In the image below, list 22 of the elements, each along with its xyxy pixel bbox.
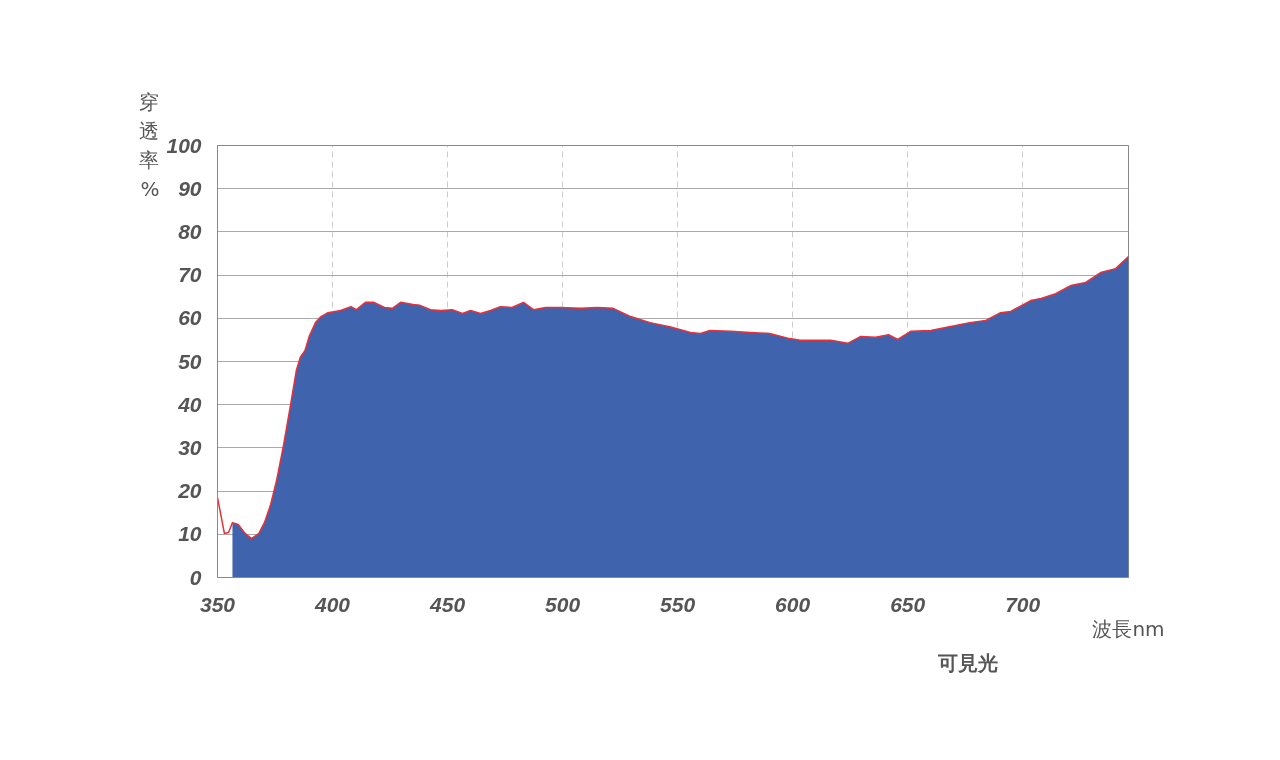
y-tick-label: 100 bbox=[166, 133, 202, 157]
y-tick-label: 90 bbox=[178, 176, 202, 200]
x-tick-label: 350 bbox=[199, 592, 236, 616]
x-tick-label: 700 bbox=[1005, 592, 1041, 616]
y-tick-label: 80 bbox=[178, 219, 202, 243]
y-tick-label: 20 bbox=[177, 479, 202, 503]
x-axis-title: 波長nm bbox=[1092, 616, 1165, 641]
text: 可見光 bbox=[936, 650, 998, 675]
y-tick-label: 60 bbox=[178, 306, 202, 330]
x-tick-label: 600 bbox=[775, 592, 811, 616]
y-tick-label: 70 bbox=[178, 263, 202, 287]
y-tick-label: 50 bbox=[178, 349, 202, 373]
y-tick-label: 0 bbox=[189, 565, 202, 589]
x-tick-label: 650 bbox=[890, 592, 926, 616]
y-tick-label: 30 bbox=[178, 435, 202, 459]
y-tick-label: 10 bbox=[178, 522, 202, 546]
x-tick-label: 450 bbox=[429, 592, 466, 616]
y-tick-label: 40 bbox=[177, 392, 202, 416]
x-tick-label: 550 bbox=[660, 592, 696, 616]
y-axis-title: 穿透率% bbox=[139, 90, 160, 201]
x-tick-label: 500 bbox=[545, 592, 581, 616]
x-tick-label: 400 bbox=[314, 592, 351, 616]
